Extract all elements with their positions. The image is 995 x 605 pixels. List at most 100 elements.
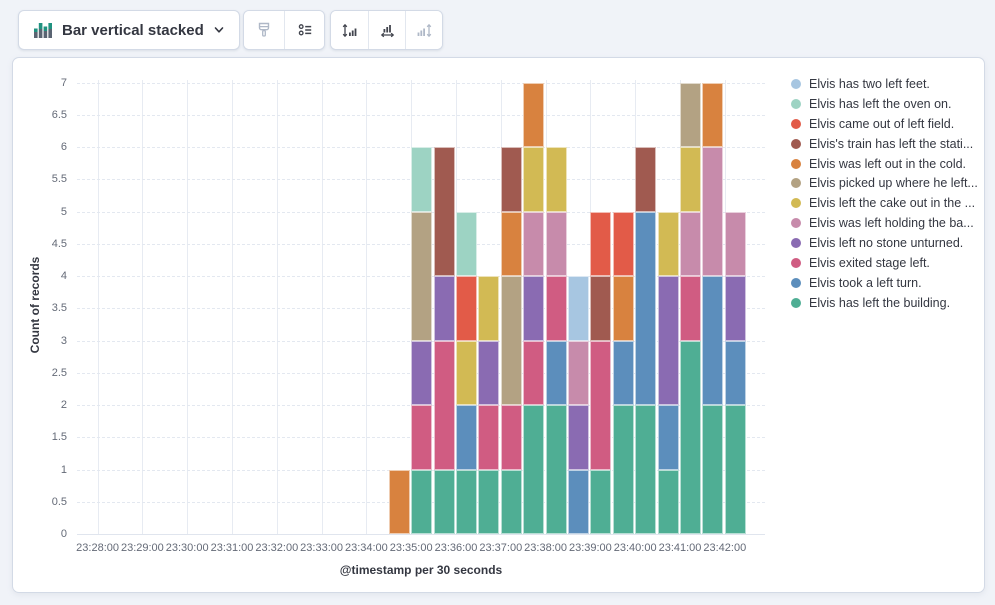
bar-segment[interactable]	[612, 340, 634, 405]
legend-item[interactable]: Elvis was left out in the cold.	[791, 154, 978, 174]
bar-segment[interactable]	[590, 340, 612, 470]
bar-segment[interactable]	[523, 147, 545, 212]
bar-segment[interactable]	[657, 211, 679, 276]
bar-segment[interactable]	[433, 147, 455, 276]
bar-segment[interactable]	[478, 340, 500, 405]
bar-segment[interactable]	[635, 405, 657, 534]
bar-segment[interactable]	[523, 82, 545, 147]
legend-item[interactable]: Elvis left the cake out in the ...	[791, 193, 978, 213]
legend-item[interactable]: Elvis has left the building.	[791, 293, 978, 313]
bar-segment[interactable]	[433, 469, 455, 534]
bar-segment[interactable]	[456, 211, 477, 276]
legend-item[interactable]: Elvis has two left feet.	[791, 74, 978, 94]
bottom-axis-button[interactable]	[368, 11, 405, 49]
bar-segment[interactable]	[500, 469, 522, 534]
legend-item[interactable]: Elvis was left holding the ba...	[791, 213, 978, 233]
bar-segment[interactable]	[724, 211, 746, 276]
bar-segment[interactable]	[456, 276, 477, 341]
bar-segment[interactable]	[478, 405, 500, 470]
bar-segment[interactable]	[680, 147, 701, 212]
bar-segment[interactable]	[411, 469, 433, 534]
bar-segment[interactable]	[635, 147, 657, 212]
bar-segment[interactable]	[478, 276, 500, 341]
bar-segment[interactable]	[568, 469, 589, 534]
bar-segment[interactable]	[612, 405, 634, 534]
legend-item[interactable]: Elvis picked up where he left...	[791, 173, 978, 193]
legend-label: Elvis has two left feet.	[809, 76, 930, 91]
bar-segment[interactable]	[612, 211, 634, 276]
legend-item[interactable]: Elvis exited stage left.	[791, 253, 978, 273]
legend-settings-button[interactable]	[284, 11, 324, 49]
bar-segment[interactable]	[433, 340, 455, 470]
bar-segment[interactable]	[657, 405, 679, 470]
legend-item[interactable]: Elvis has left the oven on.	[791, 94, 978, 114]
bar-segment[interactable]	[635, 211, 657, 405]
bar-segment[interactable]	[523, 340, 545, 405]
right-axis-button[interactable]	[405, 11, 442, 49]
axis-button-group	[330, 10, 443, 50]
bar-vertical-stacked-icon	[33, 20, 53, 40]
bar-segment[interactable]	[702, 276, 724, 405]
bar-segment[interactable]	[411, 211, 433, 341]
bar-segment[interactable]	[590, 211, 612, 276]
bar-segment[interactable]	[388, 469, 410, 534]
bar-segment[interactable]	[500, 147, 522, 212]
bar-segment[interactable]	[702, 405, 724, 534]
visual-options-button[interactable]	[244, 11, 284, 49]
bar-segment[interactable]	[456, 469, 477, 534]
bar-segment[interactable]	[456, 340, 477, 405]
x-tick-label: 23:33:00	[300, 542, 343, 554]
bar-segment[interactable]	[657, 469, 679, 534]
x-tick-label: 23:30:00	[165, 542, 209, 554]
bar-segment[interactable]	[545, 340, 567, 405]
bar-segment[interactable]	[478, 469, 500, 534]
legend-item[interactable]: Elvis took a left turn.	[791, 273, 978, 293]
bar-segment[interactable]	[545, 405, 567, 534]
legend-color-dot	[791, 98, 801, 109]
bar-segment[interactable]	[568, 405, 589, 470]
bar-segment[interactable]	[568, 276, 589, 341]
bar-segment[interactable]	[612, 276, 634, 341]
bar-segment[interactable]	[500, 276, 522, 405]
bar-segment[interactable]	[724, 405, 746, 534]
bar-segment[interactable]	[523, 276, 545, 341]
bar-segment[interactable]	[724, 276, 746, 341]
bar-segment[interactable]	[523, 211, 545, 276]
bar-segment[interactable]	[702, 147, 724, 276]
bar-segment[interactable]	[411, 405, 433, 470]
legend-item[interactable]: Elvis left no stone unturned.	[791, 233, 978, 253]
bar-segment[interactable]	[680, 82, 701, 147]
bar-segment[interactable]	[545, 147, 567, 212]
legend-item[interactable]: Elvis's train has left the stati...	[791, 134, 978, 154]
bar-segment[interactable]	[702, 82, 724, 147]
legend-item[interactable]: Elvis came out of left field.	[791, 114, 978, 134]
style-button-group	[243, 10, 325, 50]
bar-segment[interactable]	[724, 340, 746, 405]
bar-segment[interactable]	[657, 276, 679, 405]
bar-segment[interactable]	[680, 276, 701, 341]
plot-area[interactable]	[77, 76, 765, 535]
bar-segment[interactable]	[590, 276, 612, 341]
bar-segment[interactable]	[545, 276, 567, 341]
bar-segment[interactable]	[523, 405, 545, 534]
bar-segment[interactable]	[545, 211, 567, 276]
legend-label: Elvis took a left turn.	[809, 275, 922, 290]
x-axis-line	[77, 534, 765, 535]
y-tick-label: 2.5	[51, 366, 67, 379]
chart-type-label: Bar vertical stacked	[62, 21, 204, 39]
bar-segment[interactable]	[456, 405, 477, 470]
chart-type-switch-button[interactable]: Bar vertical stacked	[18, 10, 240, 50]
bar-segment[interactable]	[411, 147, 433, 212]
bar-segment[interactable]	[680, 340, 701, 534]
bar-segment[interactable]	[500, 211, 522, 276]
bar-segment[interactable]	[568, 340, 589, 405]
legend-color-dot	[791, 297, 801, 308]
left-axis-button[interactable]	[331, 11, 368, 49]
bar-segment[interactable]	[433, 276, 455, 341]
bar-segment[interactable]	[590, 469, 612, 534]
bar-segment[interactable]	[680, 211, 701, 276]
bar-segment[interactable]	[500, 405, 522, 470]
axis-left-icon	[341, 22, 358, 39]
bar-segment[interactable]	[411, 340, 433, 405]
y-tick-label: 3.5	[51, 302, 67, 315]
